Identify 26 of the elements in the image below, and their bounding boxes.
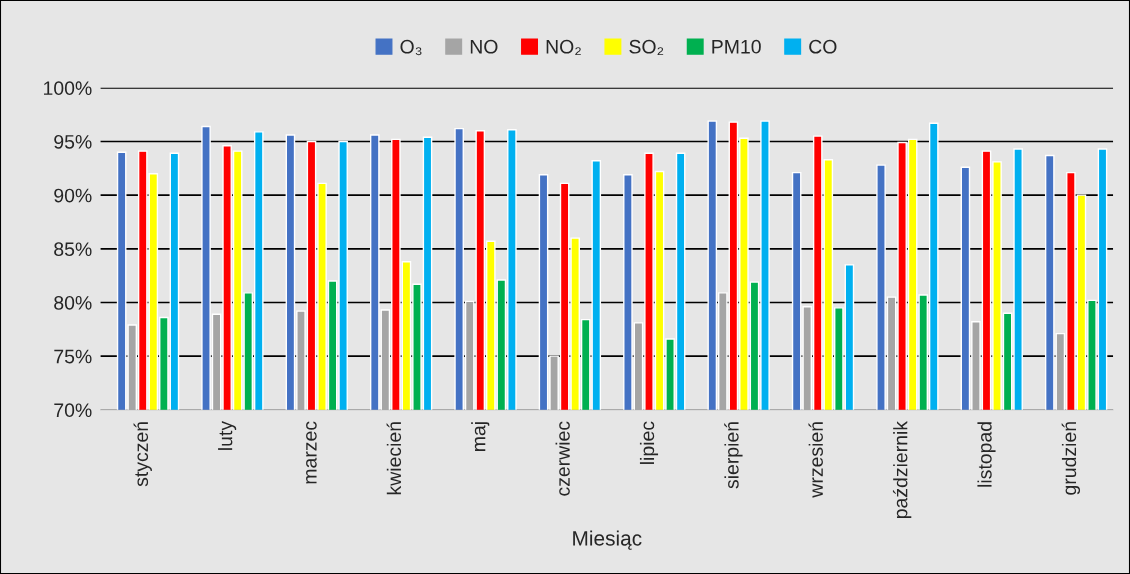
legend-label: CO — [809, 39, 837, 54]
x-tick-label: kwiecień — [386, 422, 402, 495]
x-axis-title: Miesiąc — [573, 530, 642, 550]
x-tick-label: wrzesień — [808, 422, 823, 498]
x-tick-label: luty — [218, 420, 237, 450]
x-tick-label: lipiec — [639, 421, 659, 464]
y-tick-label: 100% — [43, 81, 92, 96]
x-tick-label: listopad — [977, 422, 996, 487]
legend-label: O₃ — [400, 39, 422, 56]
y-tick-label: 95% — [54, 134, 92, 149]
y-tick-label: 85% — [54, 242, 92, 257]
x-tick-label: styczeń — [133, 422, 152, 487]
y-tick-label: 75% — [54, 349, 92, 364]
x-tick-label: sierpień — [724, 422, 743, 489]
y-tick-label: 80% — [54, 295, 92, 310]
y-tick-label: 90% — [54, 188, 92, 203]
x-tick-label: październik — [892, 420, 912, 519]
legend-label: NO₂ — [546, 39, 581, 56]
legend-label: PM10 — [712, 39, 761, 54]
y-tick-label: 70% — [54, 403, 92, 418]
legend-label: SO₂ — [629, 39, 664, 56]
x-tick-label: marzec — [306, 421, 317, 484]
legend-label: NO — [470, 39, 498, 54]
x-tick-label: czerwiec — [555, 421, 570, 496]
x-tick-label: maj — [471, 422, 490, 451]
x-tick-label: grudzień — [1061, 422, 1081, 495]
